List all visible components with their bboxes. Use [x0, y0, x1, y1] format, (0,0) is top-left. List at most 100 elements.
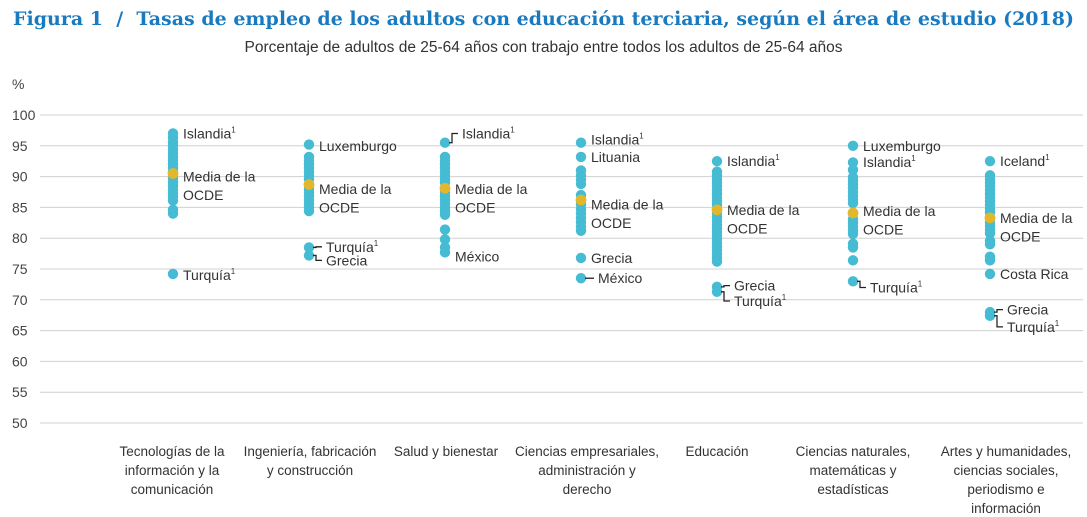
annotation-text: Iceland: [1000, 153, 1045, 169]
annotation-text: OCDE: [863, 222, 903, 238]
category-label: Educación: [685, 444, 748, 459]
point-annotation: Luxemburgo: [863, 138, 941, 154]
category-label: Ingeniería, fabricación: [244, 444, 377, 459]
category-label: Salud y bienestar: [394, 444, 499, 459]
point-annotation: Turquía1: [326, 239, 379, 255]
annotation-footnote: 1: [231, 267, 236, 276]
data-point: [847, 242, 859, 253]
annotation-leader: [721, 291, 730, 302]
annotation-text: OCDE: [455, 199, 495, 215]
y-tick-label: 100: [12, 107, 36, 123]
annotation-text: Media de la: [863, 203, 936, 219]
point-annotation: Media de la: [863, 203, 936, 219]
chart-title: Figura 1 / Tasas de empleo de los adulto…: [13, 8, 1074, 30]
annotation-text: Islandia: [863, 154, 911, 170]
data-point: [984, 310, 996, 322]
annotation-text: México: [598, 270, 643, 286]
category-labels: Tecnologías de la información y la comunic…: [119, 444, 1071, 516]
annotation-leader: [857, 280, 866, 289]
annotation-footnote: 1: [775, 153, 780, 162]
data-point: [711, 286, 723, 297]
data-point: [984, 156, 996, 167]
point-annotation: México: [598, 270, 643, 286]
point-annotation: OCDE: [591, 215, 631, 231]
point-annotation: OCDE: [863, 222, 903, 238]
annotation-text: OCDE: [1000, 228, 1040, 244]
chart-subtitle: Porcentaje de adultos de 25-64 años con …: [244, 39, 843, 56]
gridlines: [40, 114, 1083, 424]
y-tick-labels: 100 95 90 85 80 75 70 65 60 55 50: [12, 107, 36, 431]
point-annotation: OCDE: [319, 199, 359, 215]
annotation-text: OCDE: [319, 199, 359, 215]
category-label: periodismo e: [967, 482, 1044, 497]
point-annotation: México: [455, 249, 500, 265]
point-annotation: Islandia1: [591, 132, 644, 148]
data-point: [711, 156, 723, 167]
annotation-footnote: 1: [1045, 153, 1050, 162]
annotation-text: Costa Rica: [1000, 266, 1069, 282]
data-point: [439, 234, 451, 245]
y-tick-label: 75: [12, 261, 28, 277]
annotation-leader: [994, 309, 1003, 313]
data-point: [167, 268, 179, 280]
point-annotation: OCDE: [455, 199, 495, 215]
category-label: comunicación: [131, 482, 214, 497]
point-annotation: Media de la: [319, 181, 392, 197]
y-tick-label: 90: [12, 169, 28, 185]
annotation-text: Media de la: [455, 181, 528, 197]
data-point: [711, 256, 723, 267]
category-label: estadísticas: [817, 482, 889, 497]
annotation-footnote: 1: [911, 154, 916, 163]
category-label: matemáticas y: [809, 463, 896, 478]
annotation-text: Islandia: [462, 125, 510, 141]
y-tick-label: 80: [12, 230, 28, 246]
point-annotation: Media de la: [1000, 210, 1073, 226]
y-tick-label: 50: [12, 415, 28, 431]
point-annotation: Islandia1: [727, 153, 780, 169]
annotation-leader: [994, 315, 1003, 328]
oecd-average-point: [167, 168, 179, 179]
annotation-text: Islandia: [591, 132, 639, 148]
point-annotation: Costa Rica: [1000, 266, 1069, 282]
annotation-text: Media de la: [727, 202, 800, 218]
data-point: [575, 151, 587, 163]
annotation-footnote: 1: [1055, 319, 1060, 328]
category-label: Tecnologías de la: [119, 444, 225, 459]
y-tick-label: 70: [12, 292, 28, 308]
annotation-footnote: 1: [510, 125, 515, 134]
oecd-average-point: [439, 182, 451, 194]
data-point: [439, 224, 451, 235]
annotation-text: Turquía: [734, 293, 782, 309]
point-annotation: Media de la: [591, 196, 664, 212]
point-annotation: Media de la: [727, 202, 800, 218]
data-point: [303, 250, 315, 261]
data-point: [439, 209, 451, 220]
point-annotation: Grecia: [326, 252, 367, 268]
annotation-leader: [313, 246, 322, 249]
data-point: [847, 164, 859, 176]
point-annotation: Islandia1: [462, 125, 515, 141]
annotation-footnote: 1: [374, 239, 379, 248]
point-annotation: Turquía1: [870, 279, 923, 295]
annotation-text: Turquía: [870, 279, 918, 295]
data-point: [847, 140, 859, 151]
point-annotation: Turquía1: [734, 293, 787, 309]
point-annotation: Islandia1: [183, 125, 236, 141]
category-label: ciencias sociales,: [953, 463, 1058, 478]
category-label: y construcción: [267, 463, 353, 478]
annotation-text: Islandia: [183, 125, 231, 141]
point-annotation: Grecia: [1007, 302, 1048, 318]
category-label: Artes y humanidades,: [941, 444, 1072, 459]
oecd-average-point: [303, 179, 315, 191]
annotation-text: OCDE: [183, 187, 223, 203]
data-point: [847, 255, 859, 266]
data-point: [847, 197, 859, 209]
oecd-average-point: [847, 207, 859, 219]
category-label: derecho: [563, 482, 612, 497]
annotation-text: Grecia: [734, 278, 775, 294]
annotation-text: Media de la: [319, 181, 392, 197]
data-point: [984, 268, 996, 280]
data-point: [847, 228, 859, 240]
data-point: [303, 139, 315, 150]
